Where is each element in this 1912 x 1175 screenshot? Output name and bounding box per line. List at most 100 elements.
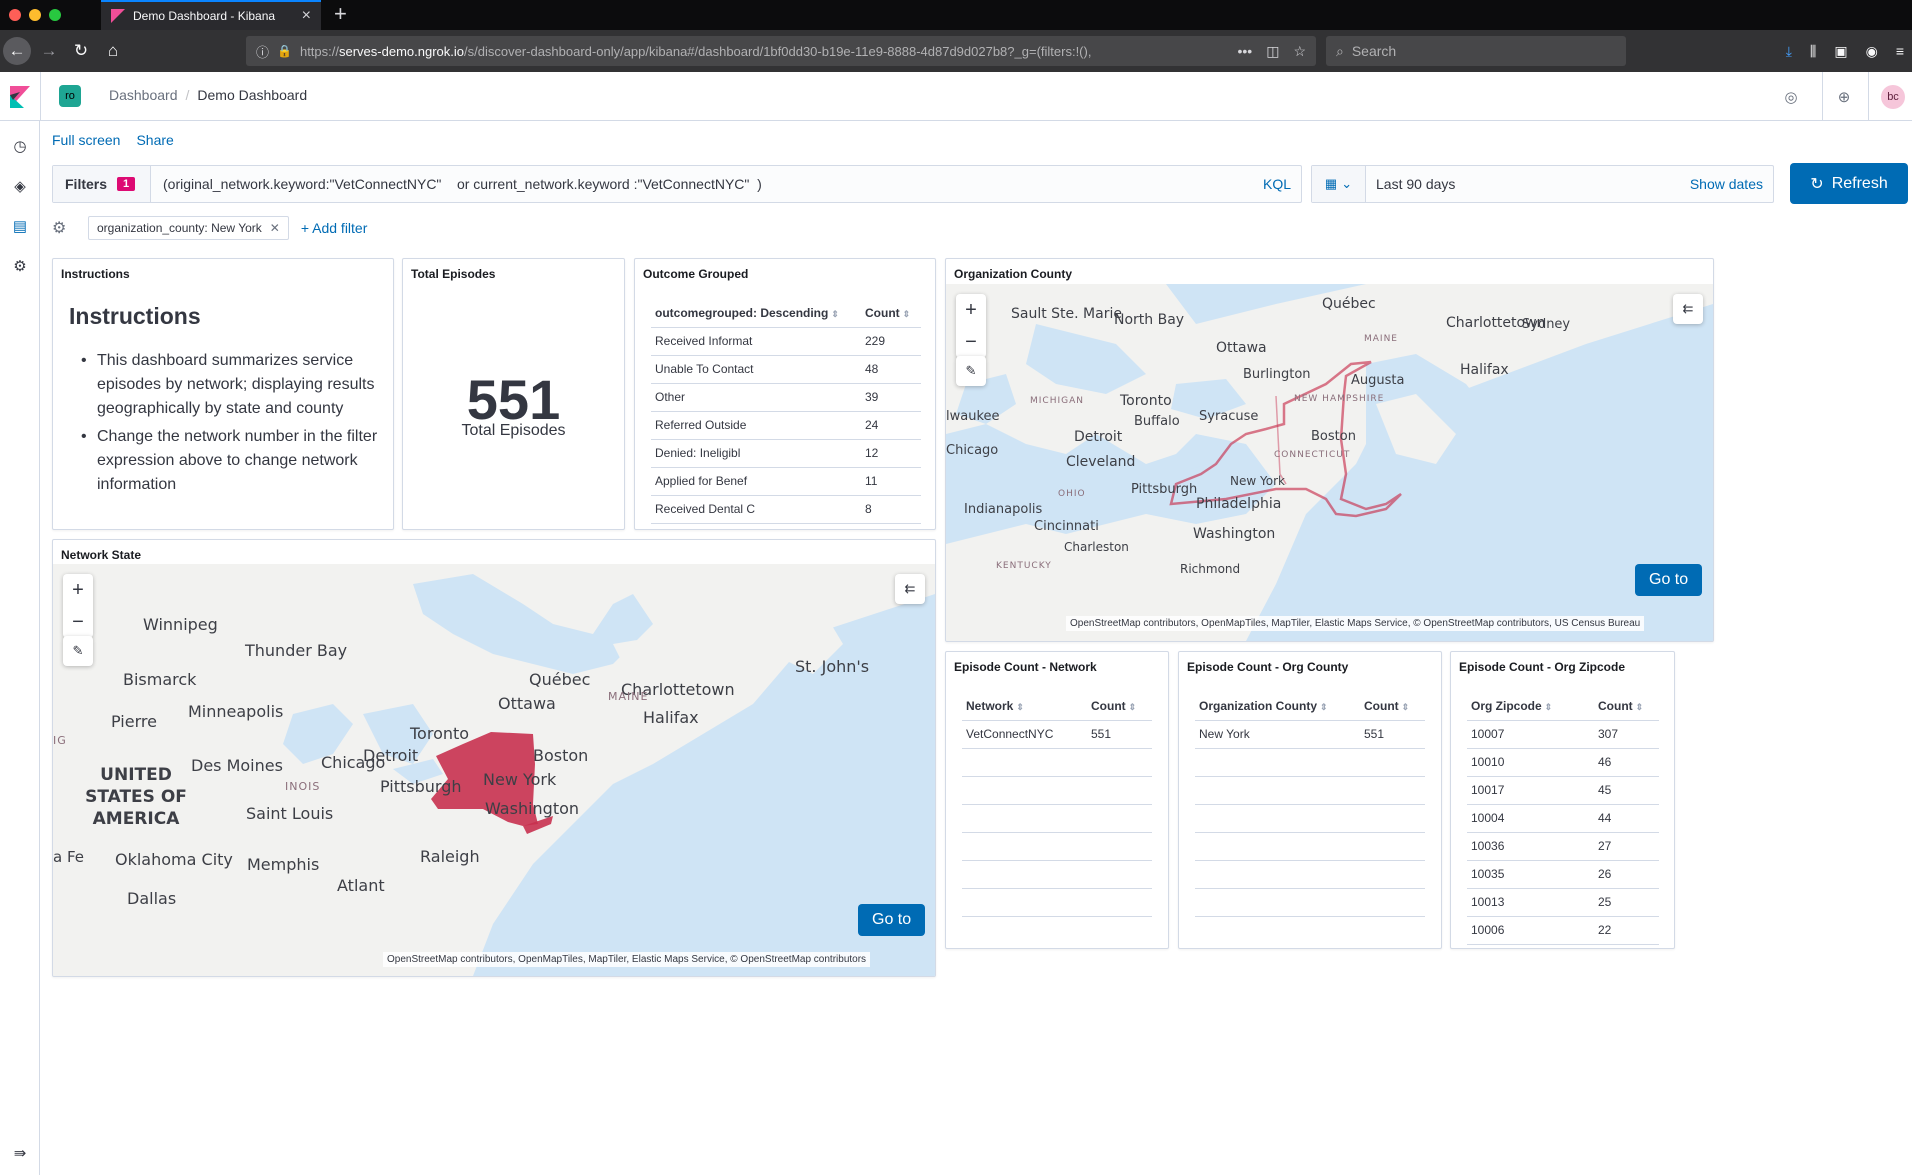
- legend-toggle-icon[interactable]: ⇇: [1673, 294, 1703, 324]
- filter-pill[interactable]: organization_county: New York ✕: [88, 216, 289, 240]
- map-place-label: North Bay: [1114, 312, 1185, 328]
- filter-settings-gear-icon[interactable]: ⚙: [52, 220, 67, 237]
- network-state-map[interactable]: Winnipeg Thunder Bay St. John's Bismarck Qué…: [53, 564, 935, 976]
- network-state-panel: Network State Winnipeg Thunder Bay St. Joh…: [52, 539, 936, 977]
- column-header[interactable]: Count ⇕: [1594, 692, 1659, 721]
- remove-filter-icon[interactable]: ✕: [269, 221, 280, 235]
- management-gear-icon[interactable]: ⚙: [13, 258, 27, 275]
- fullscreen-link[interactable]: Full screen: [52, 132, 121, 148]
- show-dates-link[interactable]: Show dates: [1689, 176, 1763, 192]
- forward-button[interactable]: →: [40, 41, 58, 60]
- column-header[interactable]: Count ⇕: [861, 299, 921, 328]
- reload-button[interactable]: ↻: [73, 41, 89, 60]
- kql-toggle[interactable]: KQL: [1262, 176, 1291, 192]
- close-tab-icon[interactable]: ×: [301, 7, 311, 24]
- map-place-label: Cleveland: [1066, 454, 1136, 470]
- zoom-in-button[interactable]: +: [72, 578, 84, 601]
- sidebar-icon[interactable]: ▣: [1834, 43, 1848, 59]
- query-input[interactable]: (original_network.keyword:"VetConnectNYC…: [163, 176, 762, 192]
- organization-county-map[interactable]: Sault Ste. Marie North Bay Québec Charlotte…: [946, 284, 1713, 641]
- home-button[interactable]: ⌂: [107, 41, 119, 60]
- dashboard-icon[interactable]: ▤: [12, 218, 28, 235]
- page-actions-icon[interactable]: •••: [1237, 42, 1253, 59]
- user-avatar[interactable]: bc: [1881, 85, 1905, 109]
- newsfeed-icon[interactable]: ◎: [1784, 89, 1798, 106]
- address-bar[interactable]: ⓘ 🔒 https://serves-demo.ngrok.io/s/disco…: [246, 36, 1316, 66]
- table-row: Referred Outside 24: [651, 411, 921, 440]
- zoom-in-button[interactable]: +: [965, 298, 977, 321]
- episode-count-network-panel: Episode Count - Network Network ⇕ Count ⇕ …: [945, 651, 1169, 949]
- column-header[interactable]: Network ⇕: [962, 692, 1087, 721]
- map-place-label: New York: [1230, 474, 1285, 488]
- map-place-label: Québec: [1322, 296, 1376, 312]
- draw-tool-icon[interactable]: ✎: [956, 356, 986, 386]
- map-place-label: Boston: [533, 746, 589, 765]
- share-link[interactable]: Share: [136, 132, 174, 148]
- empty-table-row: [962, 748, 1152, 777]
- cell-label: 10007: [1467, 720, 1594, 749]
- cell-count: 44: [1594, 804, 1659, 833]
- download-icon[interactable]: ⤓: [1785, 43, 1792, 59]
- date-range-text[interactable]: Last 90 days: [1376, 176, 1456, 192]
- refresh-button[interactable]: ↻ Refresh: [1790, 163, 1908, 204]
- filters-button[interactable]: Filters 1: [53, 166, 151, 202]
- empty-table-row: [962, 776, 1152, 805]
- map-place-label: Bismarck: [123, 670, 197, 689]
- browser-tab[interactable]: Demo Dashboard - Kibana ×: [101, 0, 321, 30]
- kibana-logo-icon[interactable]: [10, 86, 30, 108]
- back-button[interactable]: ←: [3, 37, 31, 65]
- minimize-window-button[interactable]: [29, 9, 41, 21]
- zoom-out-button[interactable]: −: [965, 330, 977, 353]
- zoom-window-button[interactable]: [49, 9, 61, 21]
- quick-menu-button[interactable]: ▦ ⌄: [1312, 166, 1366, 202]
- goto-button[interactable]: Go to: [1635, 564, 1703, 596]
- episode-zipcode-table: Org Zipcode ⇕ Count ⇕ 10007 307 10010 46 10017…: [1467, 692, 1659, 945]
- map-place-label: Thunder Bay: [245, 641, 348, 660]
- map-place-label: MICHIGAN: [1030, 396, 1084, 406]
- column-header[interactable]: outcomegrouped: Descending ⇕: [651, 299, 861, 328]
- breadcrumb-dashboard[interactable]: Dashboard: [109, 87, 178, 103]
- map-place-label: Ottawa: [498, 694, 556, 713]
- map-place-label: MAINE: [1364, 334, 1398, 344]
- map-place-label: UNITED STATES OF AMERICA: [85, 765, 187, 829]
- expand-nav-icon[interactable]: ⇛: [13, 1145, 27, 1162]
- map-place-label: Charlottetown: [1446, 315, 1546, 331]
- draw-tool-icon[interactable]: ✎: [63, 636, 93, 666]
- cell-count: 27: [1594, 832, 1659, 861]
- new-tab-button[interactable]: +: [334, 1, 347, 26]
- map-place-label: Syracuse: [1199, 409, 1259, 424]
- sort-icon: ⇕: [1544, 701, 1553, 712]
- column-header[interactable]: Count ⇕: [1360, 692, 1425, 721]
- recently-viewed-icon[interactable]: ◷: [13, 138, 27, 155]
- discover-icon[interactable]: ◈: [14, 178, 26, 195]
- cell-count: 551: [1087, 720, 1152, 749]
- space-avatar[interactable]: ro: [59, 85, 81, 107]
- pocket-icon[interactable]: ◫: [1266, 42, 1280, 59]
- cell-label: Received Dental C: [651, 495, 861, 524]
- map-place-label: INOIS: [285, 780, 321, 793]
- column-header[interactable]: Count ⇕: [1087, 692, 1152, 721]
- zoom-out-button[interactable]: −: [72, 610, 84, 633]
- column-header[interactable]: Organization County ⇕: [1195, 692, 1360, 721]
- map-place-label: NEW HAMPSHIRE: [1294, 394, 1385, 404]
- panel-title: Network State: [61, 548, 142, 562]
- search-placeholder: Search: [1351, 43, 1397, 59]
- cell-label: Unable To Contact: [651, 355, 861, 384]
- map-place-label: Raleigh: [420, 847, 480, 866]
- legend-toggle-icon[interactable]: ⇇: [895, 574, 925, 604]
- column-header[interactable]: Org Zipcode ⇕: [1467, 692, 1594, 721]
- add-filter-button[interactable]: + Add filter: [300, 220, 368, 236]
- outcome-table: outcomegrouped: Descending ⇕ Count ⇕ Recei…: [651, 299, 921, 524]
- sort-icon: ⇕: [1128, 701, 1137, 712]
- account-icon[interactable]: ◉: [1865, 43, 1878, 59]
- site-info-icon[interactable]: ⓘ: [256, 44, 270, 60]
- bookmark-star-icon[interactable]: ☆: [1293, 42, 1306, 59]
- library-icon[interactable]: ⫼: [1809, 43, 1817, 59]
- help-icon[interactable]: ⊕: [1837, 89, 1851, 106]
- browser-search-field[interactable]: ⌕ Search: [1326, 36, 1626, 66]
- close-window-button[interactable]: [9, 9, 21, 21]
- browser-navbar: ← → ↻ ⌂ ⓘ 🔒 https://serves-demo.ngrok.io…: [0, 30, 1912, 72]
- goto-button[interactable]: Go to: [858, 904, 926, 936]
- menu-icon[interactable]: ≡: [1895, 43, 1904, 59]
- cell-count: 22: [1594, 916, 1659, 945]
